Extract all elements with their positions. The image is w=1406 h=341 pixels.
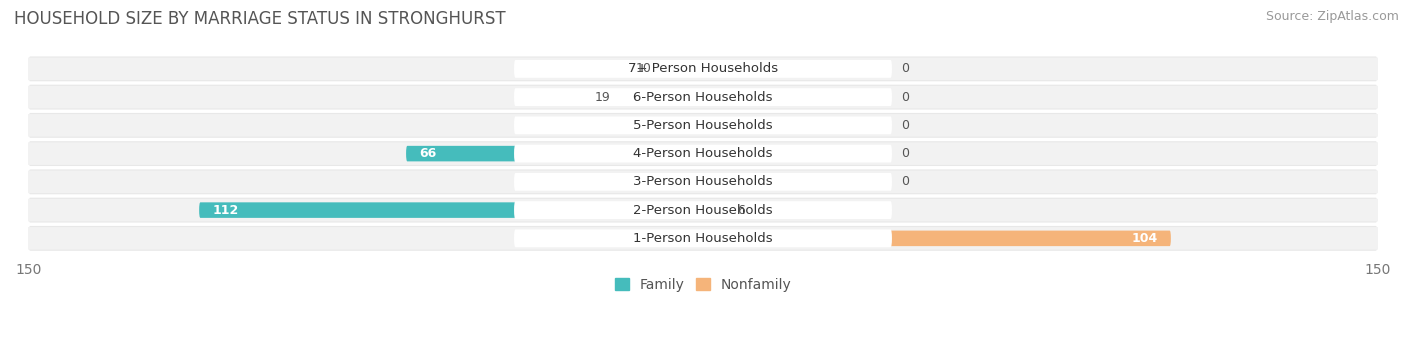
FancyBboxPatch shape: [617, 89, 703, 105]
Text: 4-Person Households: 4-Person Households: [633, 147, 773, 160]
Text: 19: 19: [595, 91, 610, 104]
Text: 0: 0: [901, 119, 908, 132]
Text: 6-Person Households: 6-Person Households: [633, 91, 773, 104]
FancyBboxPatch shape: [25, 142, 1381, 165]
FancyBboxPatch shape: [25, 114, 1381, 137]
FancyBboxPatch shape: [703, 202, 730, 218]
FancyBboxPatch shape: [515, 229, 891, 247]
FancyBboxPatch shape: [658, 61, 703, 77]
Text: 5-Person Households: 5-Person Households: [633, 119, 773, 132]
FancyBboxPatch shape: [25, 199, 1381, 221]
Text: 2-Person Households: 2-Person Households: [633, 204, 773, 217]
Text: HOUSEHOLD SIZE BY MARRIAGE STATUS IN STRONGHURST: HOUSEHOLD SIZE BY MARRIAGE STATUS IN STR…: [14, 10, 506, 28]
Text: 31: 31: [576, 175, 595, 188]
Text: 0: 0: [901, 175, 908, 188]
FancyBboxPatch shape: [28, 113, 1378, 138]
FancyBboxPatch shape: [582, 118, 703, 133]
FancyBboxPatch shape: [515, 117, 891, 134]
Text: 112: 112: [212, 204, 239, 217]
FancyBboxPatch shape: [703, 231, 1171, 246]
Text: 1-Person Households: 1-Person Households: [633, 232, 773, 245]
Legend: Family, Nonfamily: Family, Nonfamily: [609, 272, 797, 297]
FancyBboxPatch shape: [515, 201, 891, 219]
FancyBboxPatch shape: [515, 145, 891, 163]
Text: 0: 0: [901, 91, 908, 104]
FancyBboxPatch shape: [28, 57, 1378, 81]
FancyBboxPatch shape: [515, 60, 891, 78]
Text: 6: 6: [737, 204, 745, 217]
FancyBboxPatch shape: [28, 169, 1378, 194]
FancyBboxPatch shape: [25, 170, 1381, 193]
FancyBboxPatch shape: [515, 173, 891, 191]
Text: 0: 0: [901, 62, 908, 75]
FancyBboxPatch shape: [28, 198, 1378, 223]
FancyBboxPatch shape: [28, 141, 1378, 166]
FancyBboxPatch shape: [406, 146, 703, 161]
Text: 27: 27: [595, 119, 613, 132]
Text: 7+ Person Households: 7+ Person Households: [628, 62, 778, 75]
Text: 3-Person Households: 3-Person Households: [633, 175, 773, 188]
FancyBboxPatch shape: [25, 227, 1381, 250]
Text: 10: 10: [636, 62, 651, 75]
Text: Source: ZipAtlas.com: Source: ZipAtlas.com: [1265, 10, 1399, 23]
Text: 66: 66: [419, 147, 437, 160]
FancyBboxPatch shape: [200, 202, 703, 218]
FancyBboxPatch shape: [25, 58, 1381, 80]
FancyBboxPatch shape: [25, 86, 1381, 108]
Text: 0: 0: [901, 147, 908, 160]
FancyBboxPatch shape: [28, 85, 1378, 109]
Text: 104: 104: [1130, 232, 1157, 245]
FancyBboxPatch shape: [28, 226, 1378, 251]
FancyBboxPatch shape: [515, 88, 891, 106]
FancyBboxPatch shape: [564, 174, 703, 190]
